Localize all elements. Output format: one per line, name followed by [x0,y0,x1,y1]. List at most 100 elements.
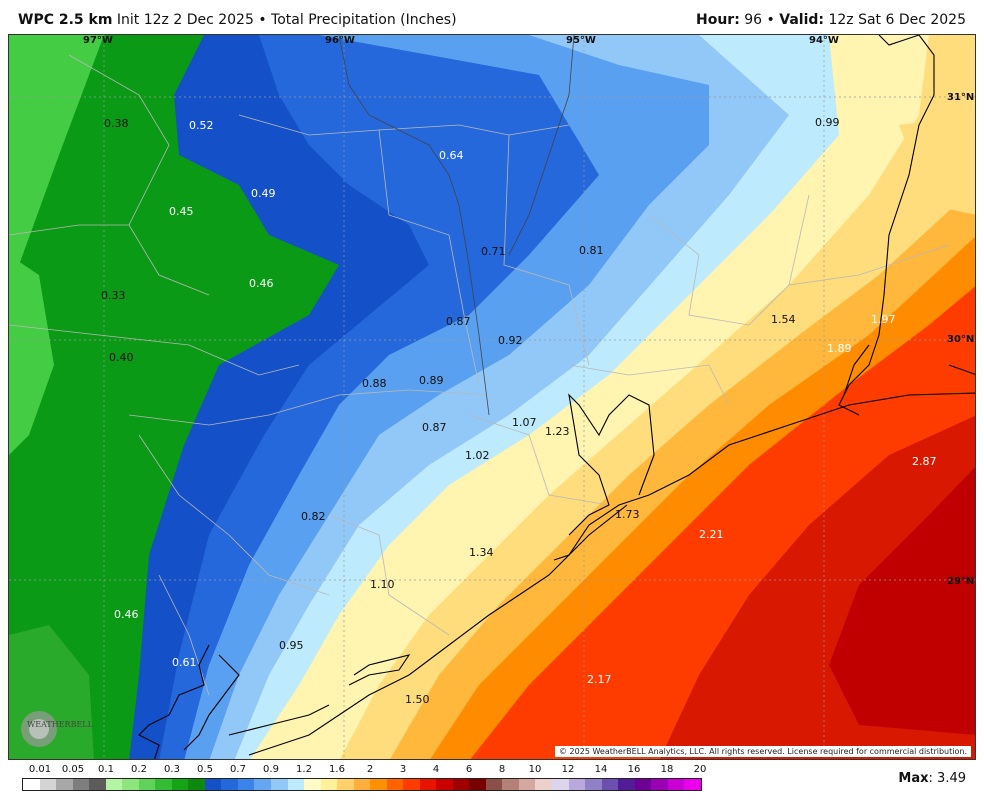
legend-swatch [39,779,57,790]
precip-value-label: 0.88 [362,377,387,390]
legend-swatch [105,779,123,790]
latitude-label: 31°N [947,92,974,103]
longitude-label: 96°W [325,35,355,46]
precip-value-label: 1.50 [405,693,430,706]
legend-swatch [337,779,354,790]
map-canvas: 97°W 96°W 95°W 94°W 31°N 30°N 29°N 0.38 0.52 0.… [9,35,975,759]
legend-tick-label: 6 [465,764,473,775]
legend-swatch [270,779,288,790]
precip-value-label: 0.61 [172,656,197,669]
legend-tick-label: 4 [432,764,440,775]
legend-swatch [89,779,106,790]
precip-value-label: 0.99 [815,116,840,129]
legend-swatch [171,779,189,790]
legend-swatch [155,779,172,790]
legend-tick-label: 0.05 [61,764,85,775]
legend-swatch [320,779,338,790]
precip-value-label: 0.64 [439,149,464,162]
copyright-notice: © 2025 WeatherBELL Analytics, LLC. All r… [555,746,971,757]
legend-swatch [138,779,156,790]
logo-text: WEATHERBELL [27,720,94,729]
legend-swatch [353,779,371,790]
title: WPC 2.5 km Init 12z 2 Dec 2025 • Total P… [18,12,457,28]
model-name: WPC 2.5 km [18,12,113,28]
longitude-label: 95°W [566,35,596,46]
precip-value-label: 2.17 [587,673,612,686]
legend-tick-label: 20 [693,764,707,775]
max-label: Max [898,771,929,786]
legend-tick-label: 8 [498,764,506,775]
legend-swatch [419,779,437,790]
legend-tick-label: 10 [528,764,542,775]
precip-value-label: 1.07 [512,416,537,429]
hour-label: Hour: [696,12,740,28]
legend-tick-label: 0.3 [164,764,180,775]
precip-value-label: 0.89 [419,374,444,387]
legend-swatch [254,779,271,790]
legend-tick-label: 12 [561,764,575,775]
precip-value-label: 1.10 [370,578,395,591]
precip-value-label: 0.33 [101,289,126,302]
legend-swatch [568,779,586,790]
legend-swatch [56,779,73,790]
precip-value-label: 1.34 [469,546,494,559]
legend-tick-label: 3 [399,764,407,775]
precip-value-label: 1.73 [615,508,640,521]
longitude-label: 94°W [809,35,839,46]
precip-value-label: 0.95 [279,639,304,652]
legend-swatch [403,779,420,790]
precip-value-label: 0.46 [114,608,139,621]
hour-value: 96 [744,12,763,28]
legend-swatch [618,779,635,790]
separator: • [258,12,267,28]
valid-info: Hour: 96 • Valid: 12z Sat 6 Dec 2025 [696,12,966,28]
max-value: Max: 3.49 [898,771,966,786]
legend-swatch [667,779,685,790]
legend-tick-label: 0.5 [197,764,213,775]
precip-value-label: 0.45 [169,205,194,218]
precip-value-label: 0.87 [422,421,447,434]
precip-value-label: 0.52 [189,119,214,132]
legend-tick-label: 18 [660,764,674,775]
legend-swatch [72,779,90,790]
precip-value-label: 1.23 [545,425,570,438]
legend-tick-label: 0.7 [230,764,246,775]
precip-value-label: 0.87 [446,315,471,328]
legend-labels: 0.01 0.05 0.1 0.2 0.3 0.5 0.7 0.9 1.2 1.6 2 3 4 6 8 10 1… [22,764,707,777]
legend-swatch [204,779,222,790]
init-time: Init 12z 2 Dec 2025 [116,12,254,28]
latitude-label: 30°N [947,334,974,345]
legend-tick-label: 1.2 [296,764,312,775]
legend-swatch [634,779,652,790]
legend-tick-label: 1.6 [329,764,345,775]
legend-tick-label: 0.1 [98,764,114,775]
valid-label: Valid: [779,12,824,28]
legend-swatch [601,779,619,790]
legend-tick-label: 0.9 [263,764,279,775]
legend-swatch [552,779,569,790]
precip-value-label: 0.46 [249,277,274,290]
legend-tick-label: 16 [627,764,641,775]
header: WPC 2.5 km Init 12z 2 Dec 2025 • Total P… [0,0,984,34]
precip-value-label: 0.38 [104,117,129,130]
precip-value-label: 0.81 [579,244,604,257]
precip-value-label: 0.71 [481,245,506,258]
precip-map[interactable]: 97°W 96°W 95°W 94°W 31°N 30°N 29°N 0.38 0.52 0.… [8,34,976,760]
legend-swatch [287,779,305,790]
precip-value-label: 1.89 [827,342,852,355]
legend-tick-label: 0.01 [28,764,52,775]
max-number: 3.49 [937,771,966,786]
legend-swatch [23,779,40,790]
product-name: Total Precipitation (Inches) [271,12,457,28]
legend-tick-label: 0.2 [131,764,147,775]
legend-tick-label: 14 [594,764,608,775]
legend-swatch [304,779,321,790]
legend-colorbar [22,778,702,791]
legend-tick-label: 2 [366,764,374,775]
longitude-label: 97°W [83,35,113,46]
weatherbell-logo: WEATHERBELL [15,703,105,749]
legend-swatch [370,779,387,790]
legend-swatch [469,779,486,790]
legend-swatch [651,779,668,790]
legend-swatch [502,779,519,790]
